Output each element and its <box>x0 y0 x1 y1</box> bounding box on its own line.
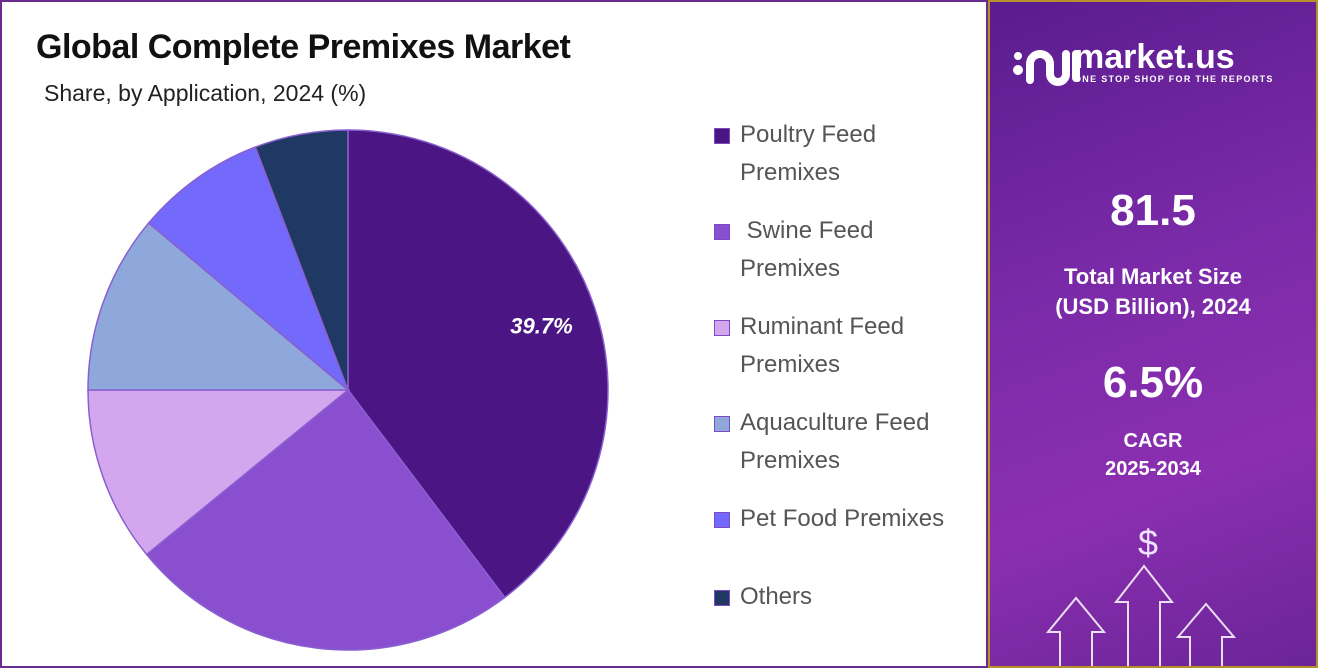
market-size-unit: (USD Billion), 2024 <box>1055 294 1251 319</box>
legend-label: Others <box>740 583 813 610</box>
legend-item: Poultry Feed Premixes <box>714 116 990 192</box>
legend-item: Aquaculture Feed Premixes <box>714 404 990 480</box>
pie-slice-3 <box>87 221 351 391</box>
legend-swatch <box>714 128 730 144</box>
legend-label: Ruminant Feed Premixes <box>740 313 911 378</box>
chart-area: Global Complete Premixes Market Share, b… <box>0 0 988 668</box>
pie-chart: 39.7% <box>87 129 609 651</box>
dollar-icon: $ <box>1138 522 1159 563</box>
pie-slice-2 <box>87 389 351 556</box>
legend: Poultry Feed Premixes Swine Feed Premixe… <box>714 116 990 636</box>
brand-tagline: ONE STOP SHOP FOR THE REPORTS <box>1074 74 1274 84</box>
cagr-period: 2025-2034 <box>1105 458 1201 480</box>
summary-panel: market.us ONE STOP SHOP FOR THE REPORTS … <box>988 0 1318 668</box>
legend-item: Swine Feed Premixes <box>714 212 990 288</box>
growth-arrows-icon <box>1045 564 1237 666</box>
legend-swatch <box>714 320 730 336</box>
cagr-label: CAGR <box>1123 430 1183 452</box>
chart-subtitle: Share, by Application, 2024 (%) <box>44 80 367 106</box>
legend-swatch <box>714 590 730 606</box>
legend-swatch <box>714 416 730 432</box>
pie-slice-1 <box>145 388 506 651</box>
legend-swatch <box>714 512 730 528</box>
legend-swatch <box>714 224 730 240</box>
market-size-label: Total Market Size <box>1063 264 1243 289</box>
cagr-value: 6.5% <box>1102 358 1204 407</box>
pie-slice-5 <box>254 129 349 391</box>
legend-item: Ruminant Feed Premixes <box>714 308 990 384</box>
brand-name: market.us <box>1074 38 1235 76</box>
legend-label: Aquaculture Feed Premixes <box>740 409 937 474</box>
pie-slice-0 <box>347 129 609 599</box>
legend-item: Pet Food Premixes <box>714 500 990 538</box>
legend-label: Pet Food Premixes <box>740 505 945 532</box>
market-size-value: 81.5 <box>1110 186 1196 235</box>
legend-label: Swine Feed Premixes <box>740 217 881 282</box>
legend-item: Others <box>714 578 990 616</box>
chart-title: Global Complete Premixes Market <box>36 28 571 66</box>
data-label: 39.7% <box>510 314 572 339</box>
pie-slice-4 <box>147 146 350 393</box>
market-us-logo-icon <box>1013 50 1080 86</box>
legend-label: Poultry Feed Premixes <box>740 121 883 186</box>
